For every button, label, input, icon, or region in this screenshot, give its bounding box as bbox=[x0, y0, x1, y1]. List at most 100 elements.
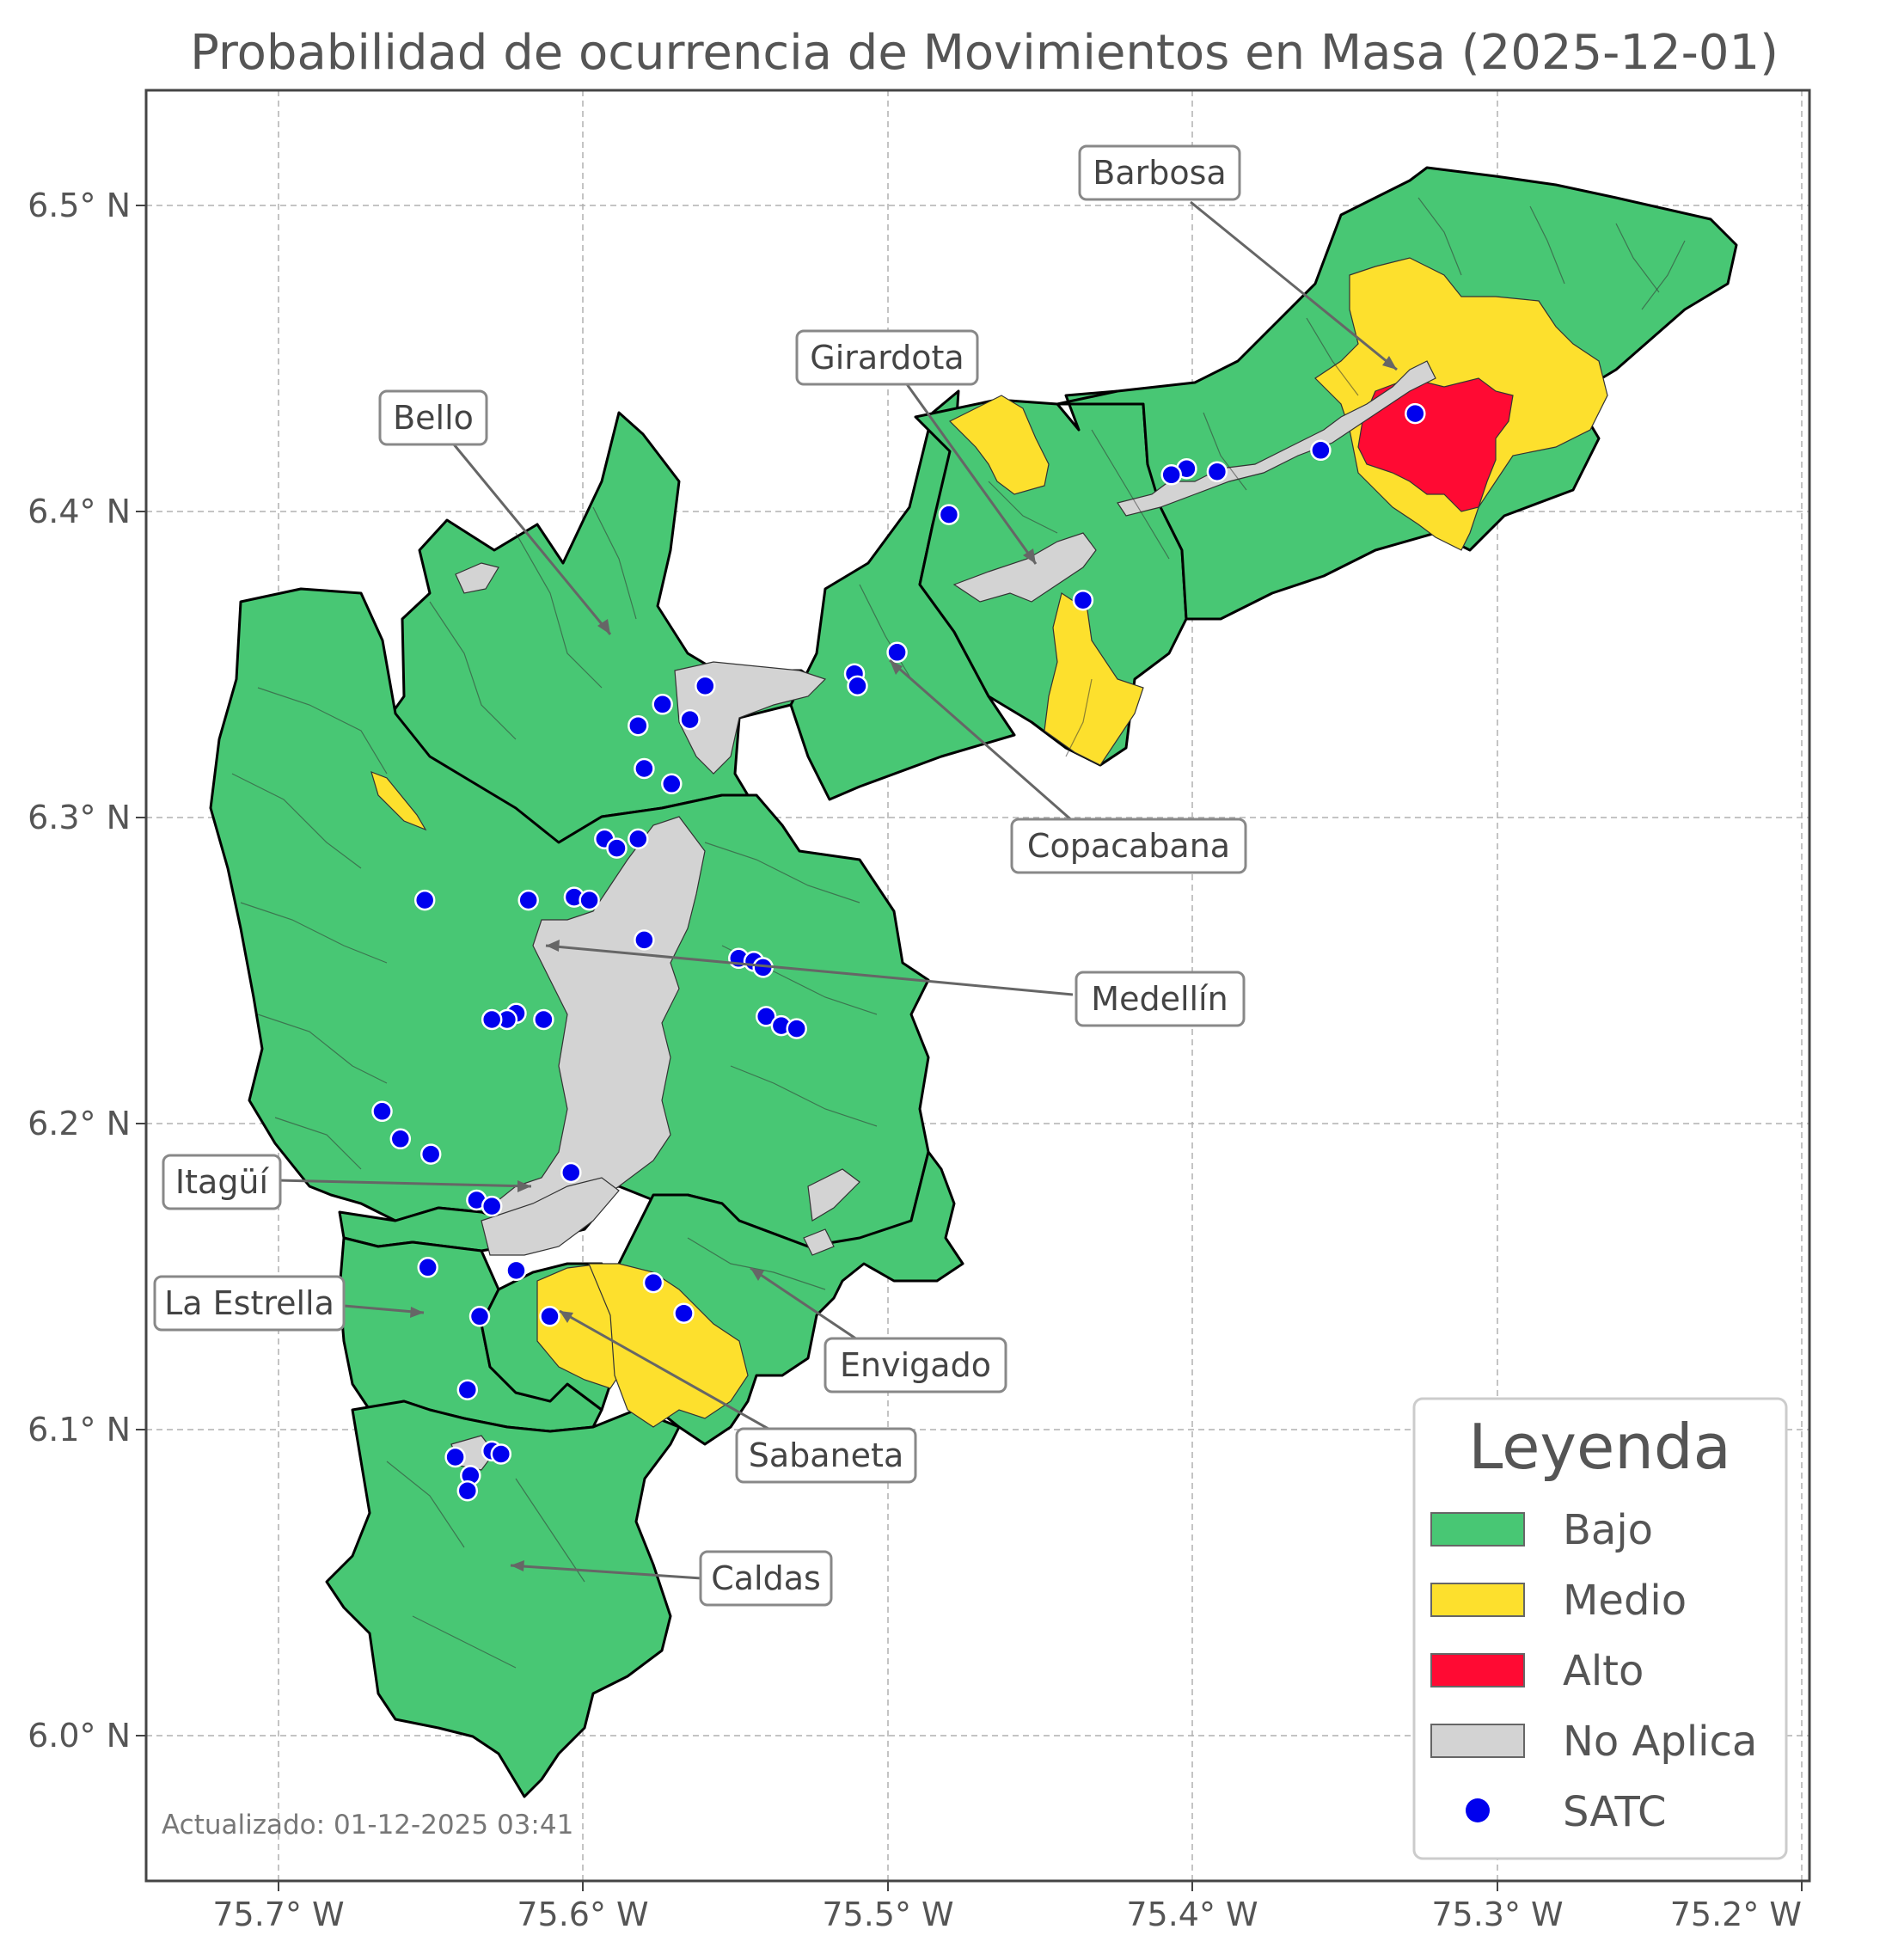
satc-station-marker[interactable] bbox=[371, 1100, 393, 1123]
satc-station-marker[interactable] bbox=[517, 889, 539, 911]
y-tick-label: 6.2° N bbox=[28, 1105, 131, 1142]
x-tick-label: 75.7° W bbox=[212, 1896, 344, 1933]
label-medellin[interactable]: Medellín bbox=[1091, 980, 1228, 1018]
satc-station-marker[interactable] bbox=[505, 1259, 527, 1282]
label-box-la-estrella bbox=[153, 1275, 346, 1332]
arrowhead-girardota bbox=[1023, 548, 1036, 564]
leader-sabaneta bbox=[559, 1309, 781, 1437]
label-box-sabaneta bbox=[735, 1427, 917, 1484]
satc-station-marker[interactable] bbox=[673, 1302, 695, 1324]
satc-station-marker[interactable] bbox=[1072, 589, 1094, 611]
satc-station-marker[interactable] bbox=[539, 1306, 560, 1327]
y-tick-label: 6.1° N bbox=[28, 1411, 131, 1449]
leader-bello bbox=[452, 444, 612, 635]
y-tick-label: 6.3° N bbox=[28, 799, 131, 836]
urban-itagui bbox=[481, 1177, 620, 1256]
legend-label-no-aplica: No Aplica bbox=[1563, 1718, 1757, 1766]
label-box-girardota bbox=[795, 329, 979, 386]
risk-medio-bello bbox=[370, 770, 427, 831]
satc-station-marker[interactable] bbox=[661, 773, 683, 795]
satc-station-marker[interactable] bbox=[606, 837, 628, 859]
label-box-copacabana bbox=[1010, 818, 1247, 874]
legend: Leyenda Bajo Medio Alto No Aplica SATC bbox=[1412, 1397, 1788, 1860]
urban-envigado-east bbox=[807, 1168, 860, 1222]
leader-envigado bbox=[750, 1266, 860, 1343]
label-box-itagui bbox=[162, 1154, 282, 1210]
label-box-caldas bbox=[699, 1550, 833, 1607]
x-tick-label: 75.4° W bbox=[1126, 1896, 1258, 1933]
label-itagui[interactable]: Itagüí bbox=[175, 1163, 270, 1201]
satc-station-marker[interactable] bbox=[560, 1161, 582, 1184]
satc-station-marker[interactable] bbox=[786, 1018, 807, 1039]
satc-station-marker[interactable] bbox=[634, 929, 655, 951]
satc-station-marker[interactable] bbox=[533, 1008, 554, 1031]
label-barbosa[interactable]: Barbosa bbox=[1093, 154, 1226, 192]
satc-station-marker[interactable] bbox=[413, 889, 436, 911]
label-la-estrella[interactable]: La Estrella bbox=[164, 1284, 334, 1322]
map-title: Probabilidad de ocurrencia de Movimiento… bbox=[190, 25, 1779, 81]
municipality-labels: Barbosa Girardota Bello Copacabana Medel… bbox=[153, 144, 1398, 1607]
legend-swatch-alto bbox=[1430, 1653, 1525, 1687]
label-copacabana[interactable]: Copacabana bbox=[1027, 827, 1230, 865]
satc-station-marker[interactable] bbox=[679, 708, 701, 731]
satc-station-marker[interactable] bbox=[642, 1271, 664, 1294]
municipality-caldas[interactable] bbox=[325, 1400, 681, 1798]
satc-station-marker[interactable] bbox=[419, 1143, 442, 1165]
label-box-envigado bbox=[824, 1337, 1007, 1393]
arrowhead-medellin bbox=[546, 940, 560, 952]
satc-station-marker[interactable] bbox=[1405, 402, 1426, 425]
label-caldas[interactable]: Caldas bbox=[711, 1559, 821, 1597]
satc-station-marker[interactable] bbox=[456, 1379, 479, 1400]
satc-stations bbox=[371, 402, 1426, 1502]
urban-copacabana-girardota bbox=[952, 532, 1097, 603]
leader-caldas bbox=[510, 1564, 702, 1580]
satc-station-marker[interactable] bbox=[755, 1006, 777, 1027]
label-girardota[interactable]: Girardota bbox=[810, 339, 964, 377]
satc-station-marker[interactable] bbox=[481, 1195, 503, 1217]
satc-station-marker[interactable] bbox=[886, 641, 908, 664]
satc-station-marker[interactable] bbox=[456, 1479, 479, 1502]
y-tick-labels: 6.5° N 6.4° N 6.3° N 6.2° N 6.1° N 6.0° … bbox=[28, 187, 131, 1755]
satc-station-marker[interactable] bbox=[628, 714, 649, 737]
satc-station-marker[interactable] bbox=[417, 1257, 438, 1278]
satc-station-marker[interactable] bbox=[1160, 464, 1182, 486]
urban-bello-small bbox=[455, 562, 499, 594]
satc-station-marker[interactable] bbox=[634, 757, 655, 780]
legend-label-bajo: Bajo bbox=[1563, 1506, 1653, 1554]
satc-station-marker[interactable] bbox=[695, 675, 716, 697]
satc-station-marker[interactable] bbox=[468, 1306, 491, 1327]
satc-station-marker[interactable] bbox=[444, 1446, 466, 1468]
label-envigado[interactable]: Envigado bbox=[840, 1346, 991, 1384]
label-bello[interactable]: Bello bbox=[393, 399, 474, 437]
leader-barbosa bbox=[1190, 200, 1398, 371]
legend-title: Leyenda bbox=[1468, 1411, 1731, 1483]
arrowhead-bello bbox=[597, 619, 610, 634]
arrowhead-copacabana bbox=[890, 660, 903, 675]
satc-station-marker[interactable] bbox=[389, 1128, 412, 1150]
arrowhead-sabaneta bbox=[560, 1311, 573, 1323]
arrowhead-la-estrella bbox=[410, 1307, 424, 1318]
satc-station-marker[interactable] bbox=[490, 1443, 512, 1465]
legend-label-satc: SATC bbox=[1563, 1788, 1667, 1836]
satc-station-marker[interactable] bbox=[579, 889, 600, 911]
satc-station-marker[interactable] bbox=[1310, 439, 1332, 462]
tick-marks bbox=[136, 205, 1803, 1891]
urban-envigado-small bbox=[803, 1228, 835, 1256]
satc-station-marker[interactable] bbox=[1206, 461, 1228, 482]
satc-station-marker[interactable] bbox=[481, 1008, 503, 1031]
y-tick-label: 6.0° N bbox=[28, 1717, 131, 1755]
leader-la-estrella bbox=[343, 1304, 425, 1314]
leader-medellin bbox=[545, 944, 1074, 996]
satc-station-marker[interactable] bbox=[938, 504, 960, 525]
label-sabaneta[interactable]: Sabaneta bbox=[749, 1436, 903, 1474]
satc-station-marker[interactable] bbox=[628, 828, 649, 850]
legend-swatch-bajo bbox=[1430, 1512, 1525, 1547]
arrowhead-itagui bbox=[517, 1180, 531, 1192]
legend-swatch-no-aplica bbox=[1430, 1724, 1525, 1758]
x-tick-label: 75.3° W bbox=[1431, 1896, 1563, 1933]
satc-station-marker[interactable] bbox=[652, 694, 673, 715]
leader-girardota bbox=[905, 383, 1038, 565]
x-tick-label: 75.5° W bbox=[822, 1896, 953, 1933]
vereda-boundaries bbox=[231, 197, 1686, 1669]
satc-station-marker[interactable] bbox=[847, 675, 868, 697]
